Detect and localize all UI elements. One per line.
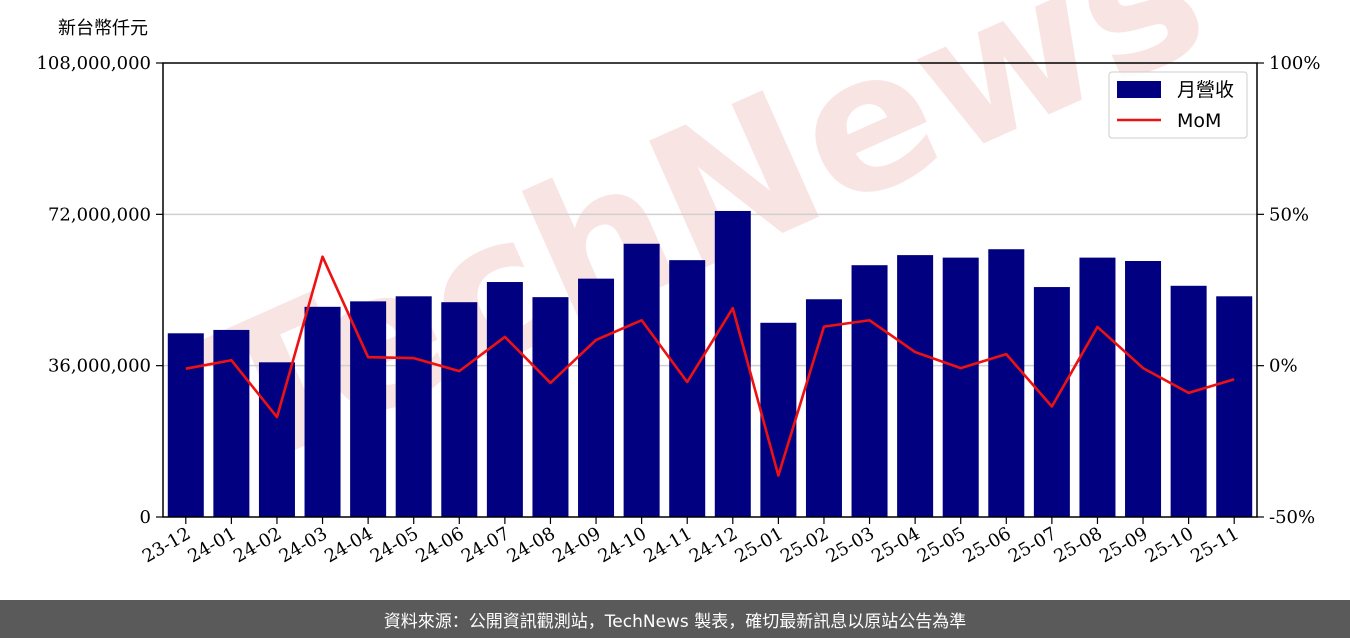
x-tick-label: 24-04 [321,523,376,567]
plot-border [162,62,1258,518]
bar-25-10 [1170,285,1207,517]
bar-24-12 [714,210,751,517]
unit-label: 新台幣仟元 [58,18,148,39]
x-tick-label: 24-01 [184,523,239,567]
x-tick-label: 23-12 [139,523,194,567]
right-tick-label: -50% [1269,507,1315,528]
revenue-chart: 新台幣仟元 TechNews 036,000,00072,000,000108,… [36,0,1320,567]
bar-25-06 [988,249,1025,518]
x-tick-label: 25-09 [1096,523,1151,567]
x-tick-label: 25-04 [868,523,923,567]
bar-24-01 [213,329,250,517]
x-tick-label: 24-11 [640,523,695,567]
x-axis: 23-1224-0124-0224-0324-0424-0524-0624-07… [139,517,1243,567]
bar-24-05 [395,296,432,517]
mom-line [185,255,1235,477]
bar-25-02 [805,299,842,517]
source-footer: 資料來源：公開資訊觀測站，TechNews 製表，確切最新訊息以原站公告為準 [0,600,1350,638]
bar-25-07 [1033,287,1070,517]
bar-series [167,210,1253,518]
bar-24-06 [441,302,478,517]
bar-25-04 [897,255,934,517]
legend-line-label: MoM [1177,110,1221,132]
x-tick-label: 24-02 [230,523,285,567]
legend: 月營收 MoM [1108,71,1248,139]
x-tick-label: 25-11 [1187,523,1242,567]
bar-25-05 [942,257,979,517]
left-tick-label: 72,000,000 [48,204,151,225]
x-tick-label: 25-01 [731,523,786,567]
x-tick-label: 24-05 [367,523,422,567]
bar-24-02 [258,362,295,517]
bar-25-09 [1125,260,1162,517]
right-tick-label: 50% [1269,204,1309,225]
bar-24-03 [304,306,341,517]
left-tick-label: 0 [140,507,151,528]
bar-24-08 [532,297,569,517]
x-tick-label: 24-07 [458,523,513,567]
bar-25-08 [1079,257,1116,517]
legend-bar-swatch [1117,81,1161,98]
right-y-axis: -50% 0% 50% 100% [1257,53,1320,528]
bar-24-09 [578,278,615,517]
x-tick-label: 25-05 [914,523,969,567]
x-tick-label: 25-03 [823,523,878,567]
legend-bar-label: 月營收 [1177,79,1234,101]
bar-25-03 [851,265,888,517]
x-tick-label: 24-03 [276,523,331,567]
x-tick-label: 25-08 [1051,523,1106,567]
bar-23-12 [167,333,204,517]
x-tick-label: 25-06 [959,523,1014,567]
x-tick-label: 25-10 [1142,523,1197,567]
bar-25-11 [1216,296,1253,517]
plot-frame [162,62,1258,518]
x-tick-label: 24-09 [549,523,604,567]
bar-24-11 [669,260,706,517]
right-tick-label: 100% [1269,53,1320,74]
bar-24-07 [486,282,523,517]
left-tick-label: 36,000,000 [48,356,151,377]
x-tick-label: 25-02 [777,523,832,567]
bar-24-10 [623,243,660,517]
right-tick-label: 0% [1269,356,1298,377]
x-tick-label: 24-06 [412,523,467,567]
x-tick-label: 24-12 [686,523,741,567]
mom-line-series [185,255,1235,477]
bar-25-01 [760,322,797,517]
x-tick-label: 24-10 [595,523,650,567]
left-tick-label: 108,000,000 [36,53,151,74]
left-y-axis: 0 36,000,000 72,000,000 108,000,000 [36,53,163,528]
x-tick-label: 24-08 [504,523,559,567]
bar-24-04 [350,301,387,517]
x-tick-label: 25-07 [1005,523,1060,567]
